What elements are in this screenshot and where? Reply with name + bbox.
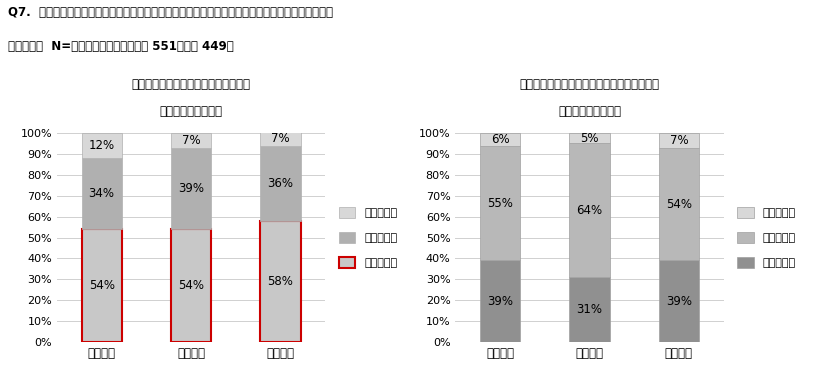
- Bar: [480, 146, 520, 261]
- Text: 34%: 34%: [89, 187, 115, 200]
- Bar: [480, 133, 520, 146]
- Bar: [81, 229, 122, 342]
- Bar: [171, 133, 211, 148]
- Text: 64%: 64%: [576, 204, 602, 217]
- Bar: [569, 133, 610, 144]
- Text: 54%: 54%: [178, 279, 204, 292]
- Bar: [171, 229, 211, 342]
- Legend: 短い・早い, 普段と同じ, 長い・遅い: 短い・早い, 普段と同じ, 長い・遅い: [737, 207, 796, 268]
- Text: 連休明けに体調不良を感じていない回答者の: 連休明けに体調不良を感じていない回答者の: [520, 78, 659, 91]
- Text: 39%: 39%: [487, 295, 513, 308]
- Text: 31%: 31%: [576, 303, 602, 316]
- Text: 12%: 12%: [89, 139, 115, 152]
- Text: Q7.  連休中の過ごし方について、平日との違いはありますか。当てはまるものをお選びください。: Q7. 連休中の過ごし方について、平日との違いはありますか。当てはまるものをお選…: [8, 6, 333, 19]
- Text: 54%: 54%: [89, 279, 115, 292]
- Text: 6%: 6%: [491, 133, 509, 146]
- Bar: [171, 148, 211, 229]
- Text: 連休中の生活リズム: 連休中の生活リズム: [159, 105, 223, 118]
- Text: 5%: 5%: [580, 132, 598, 145]
- Text: 58%: 58%: [267, 275, 293, 288]
- Text: 36%: 36%: [267, 177, 293, 190]
- Text: （単一回答  N=連休明けの体調不良あり 551、なし 449）: （単一回答 N=連休明けの体調不良あり 551、なし 449）: [8, 40, 234, 53]
- Text: 39%: 39%: [178, 182, 204, 195]
- Text: 連休中の生活リズム: 連休中の生活リズム: [558, 105, 621, 118]
- Text: 7%: 7%: [272, 132, 289, 145]
- Bar: [260, 221, 301, 342]
- Legend: 短い・早い, 普段と同じ, 長い・遅い: 短い・早い, 普段と同じ, 長い・遅い: [339, 207, 398, 268]
- Text: 54%: 54%: [666, 198, 692, 211]
- Bar: [569, 144, 610, 277]
- Bar: [480, 261, 520, 342]
- Text: 7%: 7%: [670, 134, 688, 147]
- Bar: [260, 131, 301, 146]
- Text: 7%: 7%: [182, 134, 200, 147]
- Bar: [569, 277, 610, 342]
- Bar: [659, 148, 699, 261]
- Text: 55%: 55%: [487, 196, 513, 209]
- Text: 連休明けに体調不良を感じた回答者の: 連休明けに体調不良を感じた回答者の: [132, 78, 250, 91]
- Bar: [81, 158, 122, 229]
- Bar: [659, 133, 699, 148]
- Bar: [260, 146, 301, 221]
- Bar: [659, 261, 699, 342]
- Bar: [81, 133, 122, 158]
- Text: 39%: 39%: [666, 295, 692, 308]
